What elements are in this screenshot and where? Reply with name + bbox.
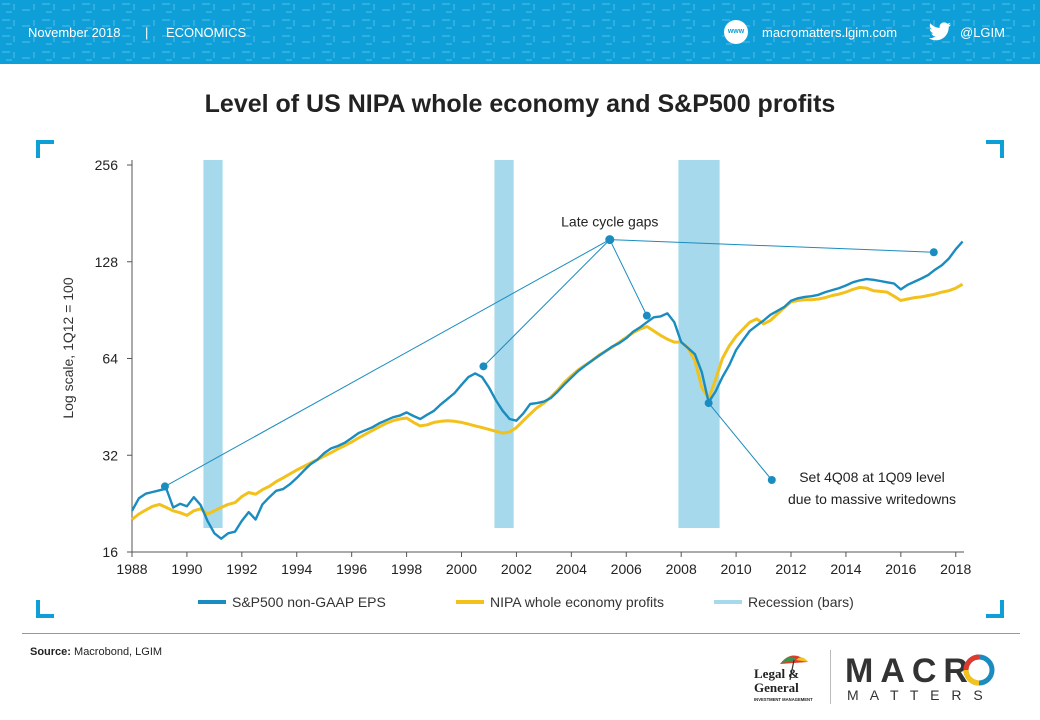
- x-tick-label: 2012: [775, 561, 806, 577]
- annotation-leader-line: [609, 239, 934, 253]
- header-banner: November 2018 | ECONOMICS www macromatte…: [0, 0, 1040, 64]
- x-tick-label: 1992: [226, 561, 257, 577]
- corner-bracket-bottom-right: [986, 600, 1004, 618]
- y-tick-label: 128: [95, 254, 119, 270]
- x-tick-label: 2010: [721, 561, 752, 577]
- annotation-target-dot: [160, 482, 169, 491]
- source-text: Macrobond, LGIM: [70, 646, 163, 658]
- y-tick-label: 256: [95, 157, 119, 173]
- annotation-leader-line: [609, 239, 648, 316]
- annotation-target-dot: [929, 248, 938, 257]
- x-tick-label: 1998: [391, 561, 422, 577]
- annotation-leader-line: [483, 239, 611, 367]
- annotation-anchor-dot: [767, 476, 776, 485]
- annotation-target-dot: [642, 311, 651, 320]
- header-section[interactable]: ECONOMICS: [166, 25, 247, 40]
- header-separator: |: [145, 25, 149, 40]
- x-tick-label: 1990: [171, 561, 202, 577]
- annotation-writedowns-line2: due to massive writedowns: [788, 491, 956, 507]
- umbrella-logo-icon: Legal & General INVESTMENT MANAGEMENT: [754, 655, 813, 702]
- annotation-target-dot: [479, 362, 488, 371]
- annotation-leader-line: [708, 402, 773, 481]
- legal-general-logo: Legal & General INVESTMENT MANAGEMENT: [752, 650, 816, 706]
- y-axis-label: Log scale, 1Q12 = 100: [60, 277, 76, 418]
- lg-line3: INVESTMENT MANAGEMENT: [754, 697, 813, 702]
- globe-icon: www: [724, 20, 748, 44]
- header-twitter-link[interactable]: @LGIM: [960, 25, 1005, 40]
- series-line-sp500-eps: [130, 240, 964, 540]
- series-lines: [130, 240, 964, 540]
- header-website-link[interactable]: macromatters.lgim.com: [762, 25, 898, 40]
- annotation-late-cycle-gaps: Late cycle gaps: [561, 214, 658, 230]
- annotation-hub-dot: [605, 235, 615, 245]
- x-tick-label: 2016: [885, 561, 916, 577]
- logo-divider: [830, 650, 831, 704]
- corner-bracket-top-left: [36, 140, 54, 158]
- x-tick-label: 1996: [336, 561, 367, 577]
- x-tick-label: 2018: [940, 561, 971, 577]
- twitter-bird-icon: [929, 22, 951, 41]
- corner-bracket-top-right: [986, 140, 1004, 158]
- y-tick-label: 32: [102, 447, 118, 463]
- x-tick-label: 2000: [446, 561, 477, 577]
- macro-o-letter: O: [845, 650, 846, 651]
- x-tick-label: 2014: [830, 561, 861, 577]
- source-label: Source:: [30, 646, 71, 658]
- matters-word: M A T T E R S: [847, 687, 987, 703]
- x-tick-label: 1988: [116, 561, 147, 577]
- x-tick-label: 1994: [281, 561, 312, 577]
- source-note: Source: Macrobond, LGIM: [30, 646, 162, 658]
- recession-bar-1: [203, 160, 223, 528]
- header-date: November 2018: [28, 25, 121, 40]
- annotation-writedowns-line1: Set 4Q08 at 1Q09 level: [799, 469, 945, 485]
- legend: S&P500 non-GAAP EPS NIPA whole economy pr…: [198, 594, 854, 610]
- y-tick-label: 16: [102, 544, 118, 560]
- legend-label: NIPA whole economy profits: [490, 594, 664, 610]
- macro-matters-logo: MACR O M A T T E R S: [845, 650, 1025, 706]
- chart-title: Level of US NIPA whole economy and S&P50…: [204, 90, 836, 118]
- legend-label: S&P500 non-GAAP EPS: [232, 594, 386, 610]
- x-tick-label: 2008: [666, 561, 697, 577]
- axes: 16 32 64 128 256 1988 1990 1992 1994 1996 1998 2000…: [95, 157, 972, 577]
- recession-bars: [203, 160, 720, 528]
- annotations: Late cycle gaps Set 4Q08 at 1Q09 level due…: [160, 214, 956, 507]
- footer-divider: [22, 633, 1020, 634]
- corner-bracket-bottom-left: [36, 600, 54, 618]
- annotation-target-dot: [704, 399, 713, 408]
- lg-line2: General: [754, 680, 799, 695]
- y-tick-label: 64: [102, 351, 118, 367]
- macro-word: MACR: [845, 652, 975, 690]
- x-tick-label: 2004: [556, 561, 587, 577]
- x-tick-label: 2002: [501, 561, 532, 577]
- banner-pattern: [0, 0, 1040, 64]
- legend-label: Recession (bars): [748, 594, 854, 610]
- x-tick-label: 2006: [611, 561, 642, 577]
- recession-bar-2: [494, 160, 514, 528]
- lg-line1: Legal &: [754, 666, 799, 681]
- annotation-leader-line: [164, 239, 611, 487]
